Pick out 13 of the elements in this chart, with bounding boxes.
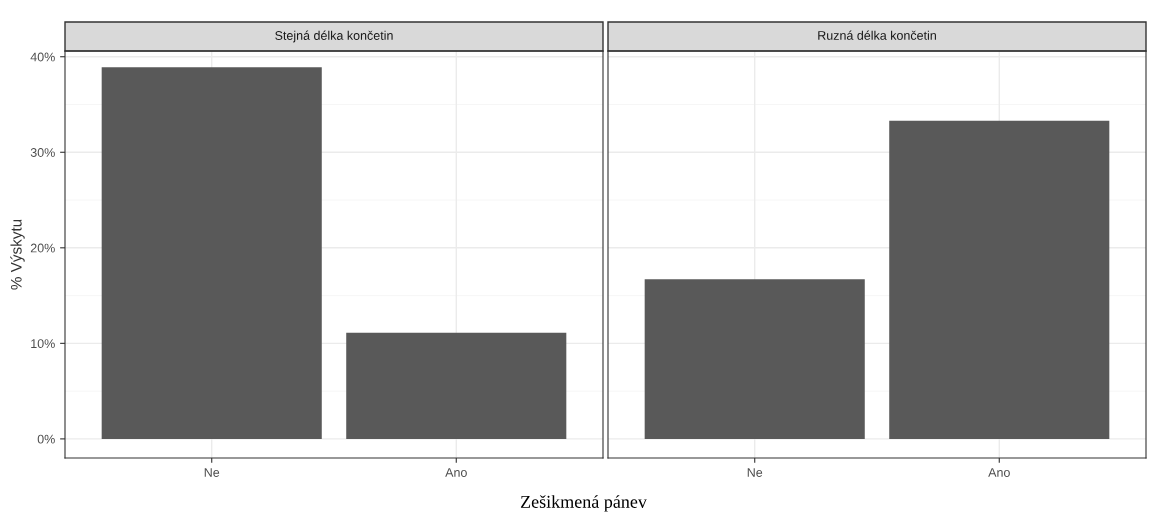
y-tick-label: 20% [30, 243, 55, 253]
x-tick-label: Ano [445, 468, 467, 477]
y-axis-title: % Výskytu [10, 219, 25, 290]
y-tick-label: 10% [31, 339, 55, 348]
x-tick-label: Ne [747, 468, 763, 477]
x-axis-title: Zešikmená pánev [520, 495, 647, 512]
y-tick-label: 30% [30, 148, 55, 157]
chart-title: Stejná délka končetin [275, 30, 393, 43]
x-tick-label: Ano [988, 468, 1010, 477]
y-tick-label: 0% [37, 434, 55, 444]
y-tick-label: 40% [30, 52, 55, 62]
chart-title: Ruzná délka končetin [818, 30, 936, 40]
x-tick-label: Ne [204, 468, 220, 477]
